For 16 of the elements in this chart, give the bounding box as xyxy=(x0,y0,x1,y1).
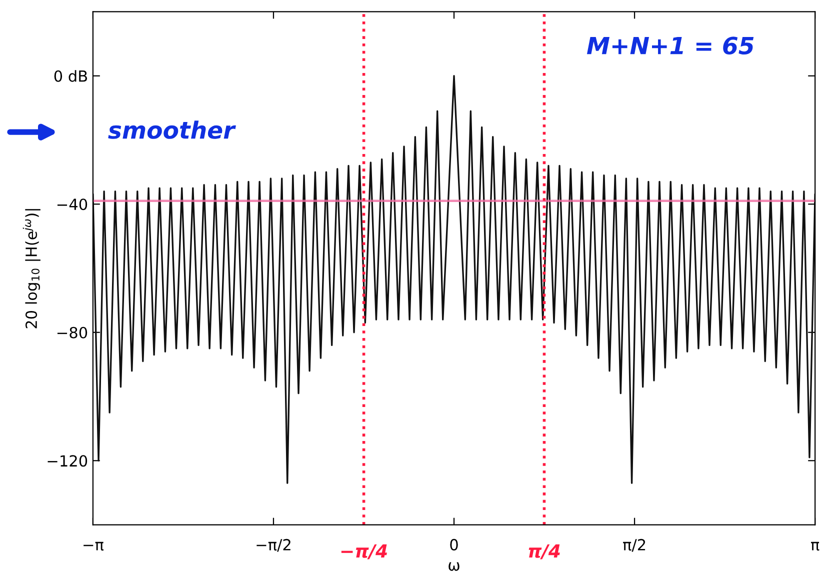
x-tick-label: −π/2 xyxy=(256,538,290,552)
y-tick-label: −80 xyxy=(57,326,88,338)
x-tick-label: π/2 xyxy=(623,538,646,552)
annotation: M+N+1 = 65 xyxy=(586,36,754,55)
annotation: smoother xyxy=(108,120,236,139)
y-tick-label: −40 xyxy=(57,198,88,210)
line-series xyxy=(92,75,816,484)
x-tick-label: π xyxy=(811,542,820,551)
y-tick-label: −120 xyxy=(48,455,88,467)
ref-line-label: π/4 xyxy=(528,544,560,560)
y-axis-title: 20 log$_{10}$ |H(e$^{jω}$)| xyxy=(22,209,40,328)
x-tick-label: 0 xyxy=(450,538,458,550)
x-axis-title: ω xyxy=(448,562,460,571)
y-tick-label: 0 dB xyxy=(54,70,88,82)
ref-line-label: −π/4 xyxy=(341,544,387,560)
x-tick-label: −π xyxy=(84,542,104,551)
